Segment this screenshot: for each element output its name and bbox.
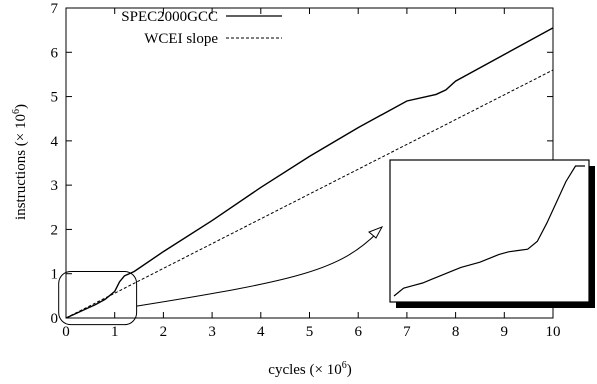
y-tick-label: 1 — [51, 267, 59, 283]
zoom-source-box — [58, 271, 138, 326]
x-tick-label: 3 — [208, 324, 216, 340]
x-tick-label: 1 — [111, 324, 119, 340]
zoom-inset — [58, 159, 595, 326]
legend: SPEC2000GCC WCEI slope — [121, 9, 282, 47]
y-axis-label: instructions (× 106) — [11, 104, 29, 220]
zoom-connector — [136, 231, 379, 307]
x-tick-label: 0 — [62, 324, 70, 340]
y-tick-label: 6 — [51, 45, 59, 61]
x-tick-label: 9 — [501, 324, 509, 340]
x-axis-label: cycles (× 106) — [268, 360, 351, 378]
x-tick-label: 4 — [257, 324, 265, 340]
x-tick-label: 7 — [403, 324, 411, 340]
series-line-spec2000gcc — [65, 27, 554, 319]
y-tick-label: 2 — [51, 222, 59, 238]
zoom-inset-curve — [393, 165, 585, 297]
x-tick-label: 8 — [452, 324, 460, 340]
y-tick-label: 4 — [51, 134, 59, 150]
zoom-arrowhead — [368, 226, 384, 239]
zoom-inset-frame — [389, 159, 590, 303]
x-tick-label: 6 — [354, 324, 362, 340]
y-tick-label: 0 — [51, 311, 59, 327]
plot-area: 0 1 2 3 4 5 6 7 8 9 10 0 1 2 3 4 5 6 7 — [51, 1, 561, 340]
y-tick-label: 5 — [51, 90, 59, 106]
legend-label-spec2000gcc: SPEC2000GCC — [121, 9, 218, 25]
series-line-wcei-slope — [65, 69, 554, 319]
x-tick-label: 2 — [160, 324, 168, 340]
y-tick-label: 3 — [51, 178, 59, 194]
y-tick-label: 7 — [51, 1, 59, 17]
x-tick-label: 10 — [546, 324, 561, 340]
legend-label-wcei-slope: WCEI slope — [144, 31, 218, 47]
x-tick-label: 5 — [306, 324, 314, 340]
